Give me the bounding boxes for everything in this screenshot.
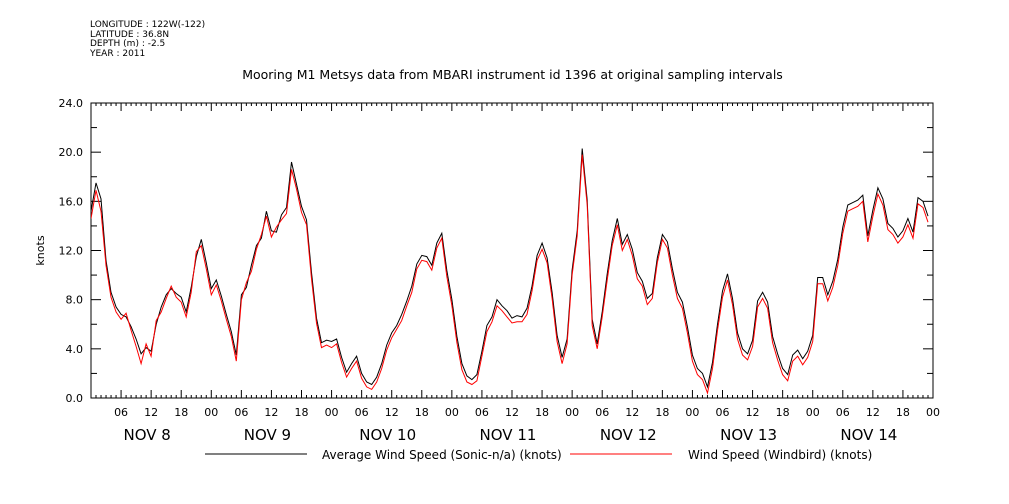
x-hour-label: 18 xyxy=(174,406,188,419)
x-hour-label: 00 xyxy=(204,406,218,419)
depth-text: DEPTH (m) : -2.5 xyxy=(90,39,166,49)
x-hour-label: 00 xyxy=(806,406,820,419)
x-day-label: NOV 13 xyxy=(720,426,777,444)
x-day-label: NOV 8 xyxy=(123,426,170,444)
y-tick-label: 24.0 xyxy=(59,97,84,110)
x-hour-label: 18 xyxy=(655,406,669,419)
x-day-label: NOV 12 xyxy=(600,426,657,444)
x-day-label: NOV 9 xyxy=(244,426,291,444)
x-hour-label: 18 xyxy=(415,406,429,419)
x-hour-label: 18 xyxy=(535,406,549,419)
year-text: YEAR : 2011 xyxy=(90,48,146,59)
y-tick-label: 16.0 xyxy=(59,195,84,208)
x-hour-label: 18 xyxy=(295,406,309,419)
x-hour-label: 12 xyxy=(866,406,880,419)
series-line-sonic xyxy=(91,148,929,389)
y-tick-label: 12.0 xyxy=(59,245,84,258)
x-hour-label: 12 xyxy=(385,406,399,419)
x-hour-label: 06 xyxy=(234,406,248,419)
x-hour-label: 18 xyxy=(776,406,790,419)
latitude-text: LATITUDE : 36.8N xyxy=(90,29,170,40)
x-day-label: NOV 11 xyxy=(480,426,537,444)
x-hour-label: 18 xyxy=(896,406,910,419)
x-hour-label: 12 xyxy=(505,406,519,419)
x-day-label: NOV 10 xyxy=(359,426,416,444)
legend-label-windbird: Wind Speed (Windbird) (knots) xyxy=(688,448,872,462)
x-hour-label: 00 xyxy=(926,406,940,419)
x-hour-label: 12 xyxy=(625,406,639,419)
y-axis-label: knots xyxy=(34,235,47,265)
chart-title: Mooring M1 Metsys data from MBARI instru… xyxy=(242,67,783,82)
x-hour-label: 06 xyxy=(595,406,609,419)
y-tick-label: 20.0 xyxy=(59,146,84,159)
y-tick-label: 8.0 xyxy=(66,294,84,307)
y-tick-label: 4.0 xyxy=(66,343,84,356)
longitude-text: LONGITUDE : 122W(-122) xyxy=(90,20,206,30)
x-hour-label: 00 xyxy=(565,406,579,419)
x-hour-label: 06 xyxy=(836,406,850,419)
x-hour-label: 06 xyxy=(355,406,369,419)
x-day-label: NOV 14 xyxy=(840,426,897,444)
x-hour-label: 12 xyxy=(746,406,760,419)
plot-frame xyxy=(90,102,934,399)
metadata-block: LONGITUDE : 122W(-122) LATITUDE : 36.8N … xyxy=(90,20,206,59)
x-hour-label: 06 xyxy=(475,406,489,419)
x-hour-label: 06 xyxy=(716,406,730,419)
y-tick-label: 0.0 xyxy=(66,392,84,405)
x-hour-label: 12 xyxy=(264,406,278,419)
legend-label-sonic: Average Wind Speed (Sonic-n/a) (knots) xyxy=(322,448,562,462)
x-hour-label: 00 xyxy=(685,406,699,419)
series-line-windbird xyxy=(91,154,929,395)
x-hour-label: 00 xyxy=(325,406,339,419)
x-hour-label: 06 xyxy=(114,406,128,419)
x-hour-label: 12 xyxy=(144,406,158,419)
x-hour-label: 00 xyxy=(445,406,459,419)
